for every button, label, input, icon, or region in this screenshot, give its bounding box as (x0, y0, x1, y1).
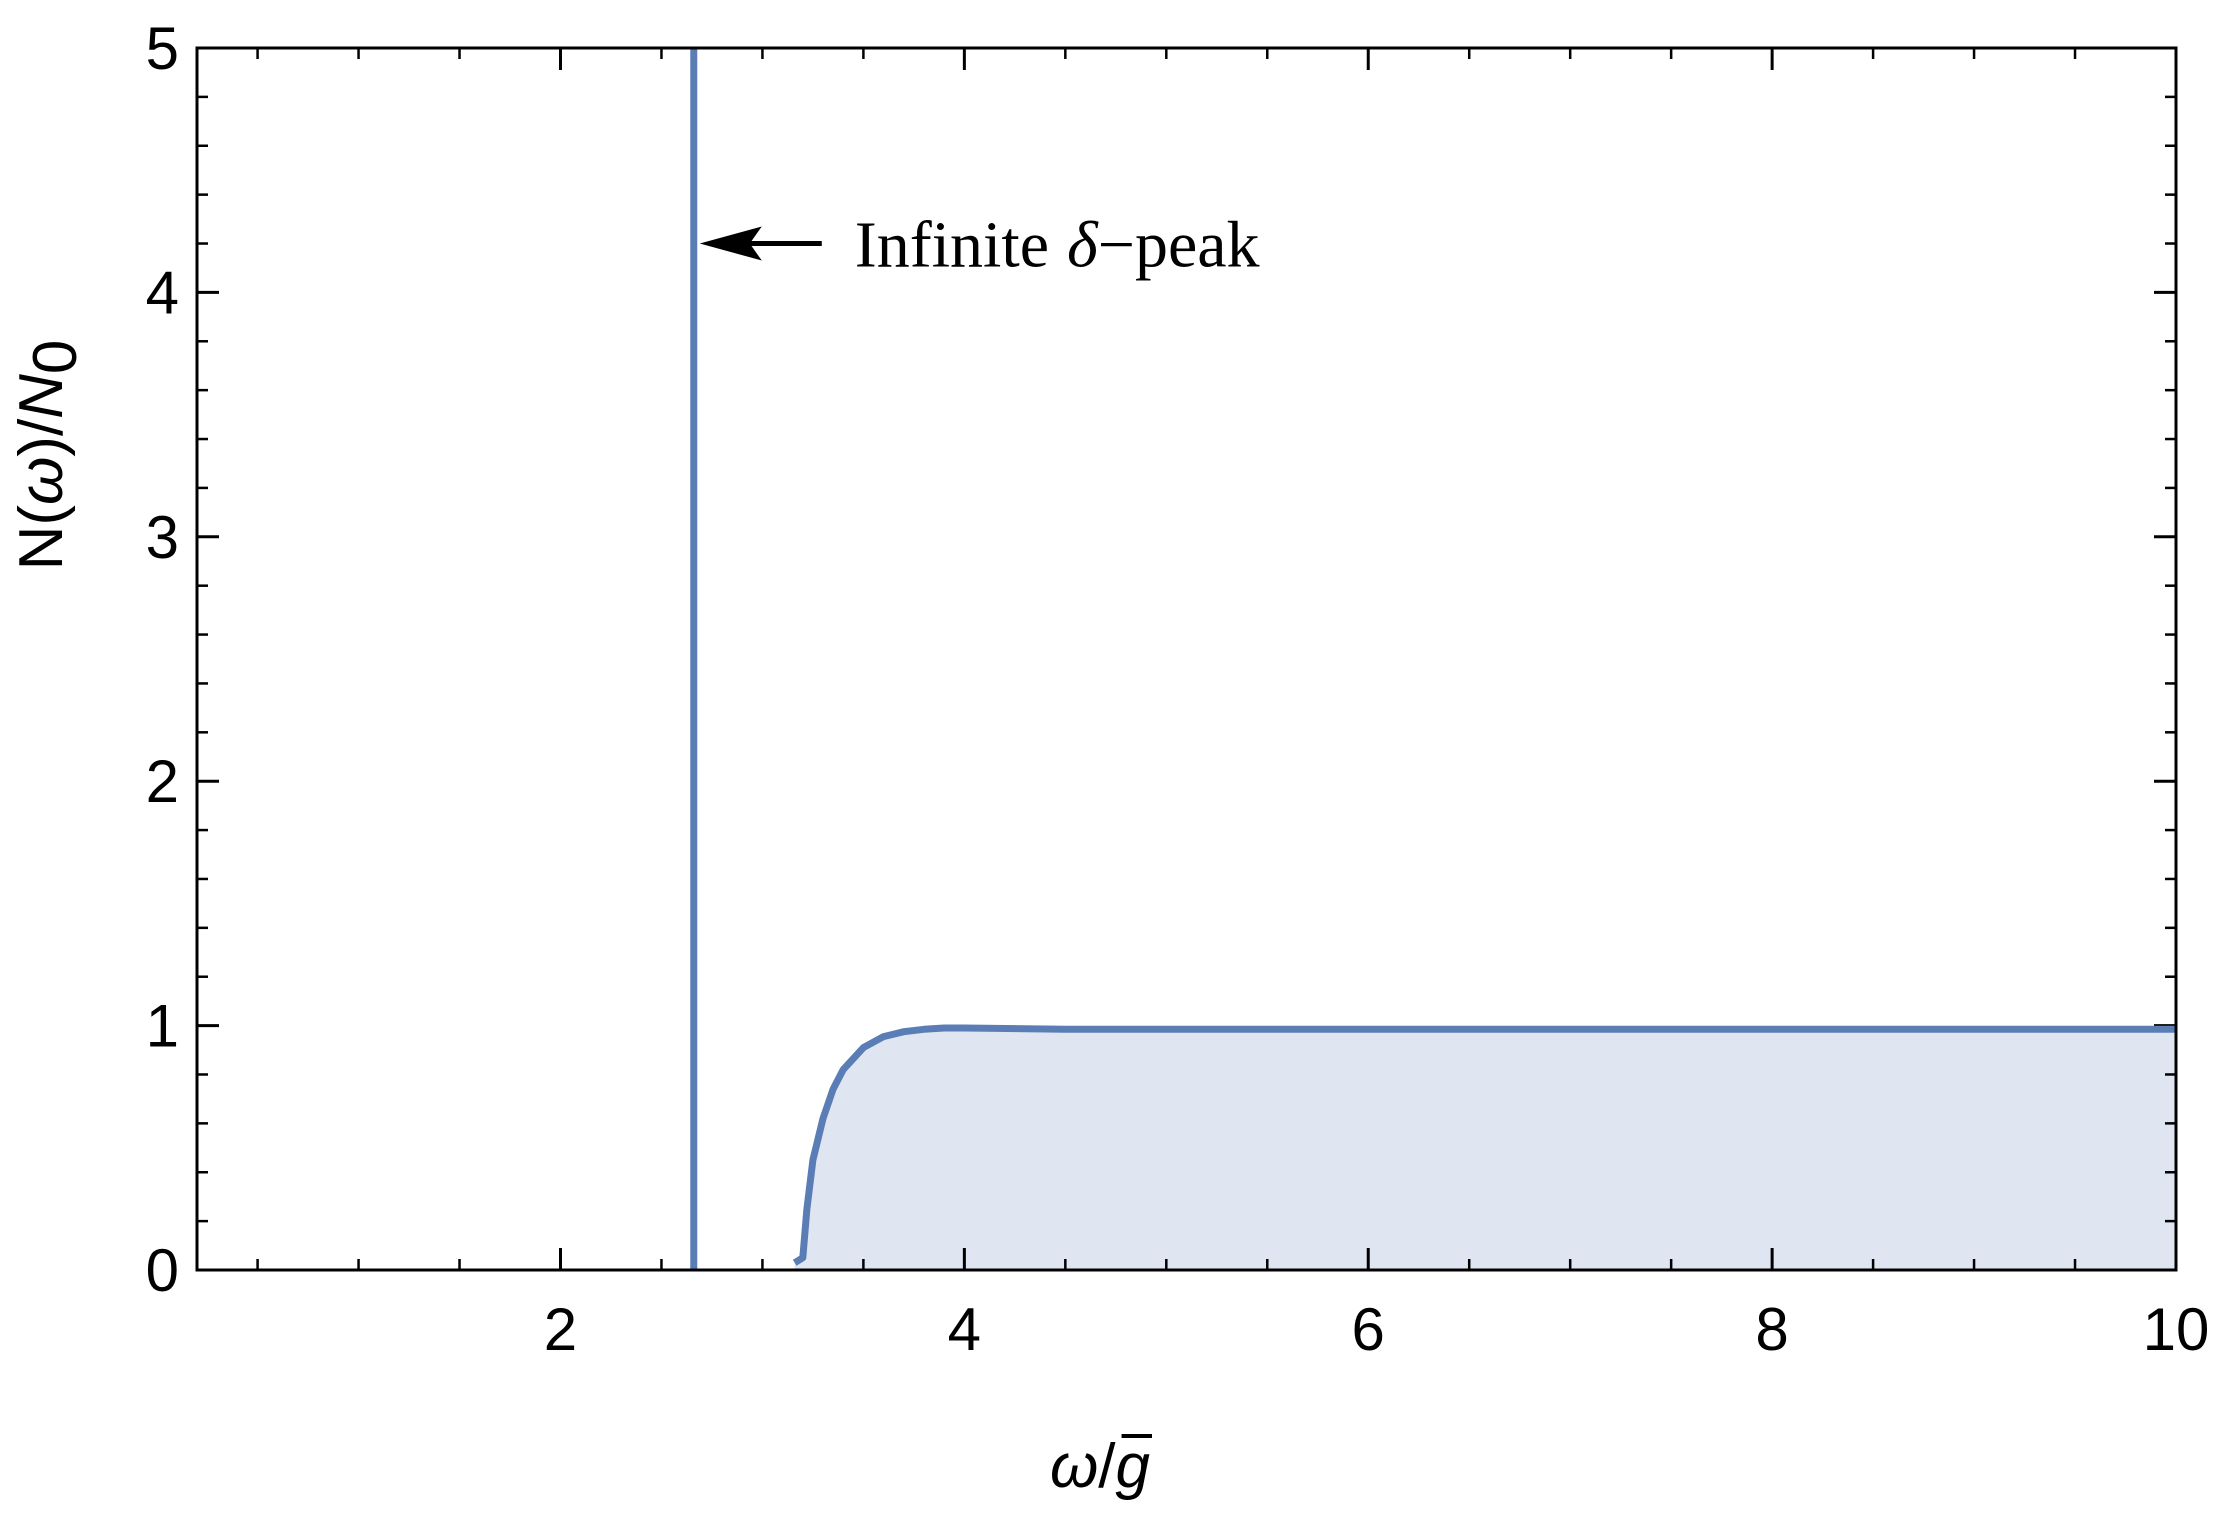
y-tick-label: 4 (146, 259, 179, 326)
y-axis-label: N(ω)/N0 (7, 340, 90, 571)
x-tick-label: 10 (2143, 1296, 2210, 1363)
y-label-mid: )/ (7, 418, 76, 457)
line-layer (690, 48, 2176, 1270)
x-label-g: g (1116, 1432, 1150, 1501)
annotation-suffix: −peak (1098, 209, 1260, 282)
y-label-omega: ω (7, 457, 76, 505)
y-tick-label: 2 (146, 748, 179, 815)
y-tick-label: 3 (146, 504, 179, 571)
x-tick-label: 4 (948, 1296, 981, 1363)
continuum-fill (794, 1028, 2177, 1270)
y-label-n0: N (7, 374, 76, 419)
y-tick-labels: 0 1 2 3 4 5 (146, 15, 179, 1304)
y-label-subscript: 0 (21, 340, 90, 374)
y-tick-label: 0 (146, 1237, 179, 1304)
svg-text:ω/g: ω/g (1050, 1432, 1150, 1501)
plot-frame (195, 46, 2178, 1272)
continuum-line (792, 1024, 2176, 1266)
x-tick-label: 6 (1352, 1296, 1385, 1363)
x-tick-label: 8 (1755, 1296, 1788, 1363)
x-label-omega: ω (1050, 1432, 1098, 1501)
area-layer (794, 1028, 2177, 1270)
annotation-arrowhead (699, 226, 762, 261)
minor-ticks (197, 48, 2176, 1270)
y-label-n: N( (7, 505, 76, 571)
x-tick-label: 2 (544, 1296, 577, 1363)
y-tick-label: 5 (146, 15, 179, 82)
delta-peak-annotation: Infinite δ−peak (699, 209, 1260, 282)
y-tick-label: 1 (146, 993, 179, 1060)
x-label-slash: / (1098, 1432, 1116, 1501)
annotation-delta: δ (1067, 209, 1099, 282)
annotation-text: Infinite δ−peak (855, 209, 1260, 282)
x-tick-labels: 2 4 6 8 10 (544, 1296, 2210, 1363)
svg-text:N(ω)/N0: N(ω)/N0 (7, 340, 90, 571)
x-axis-label: ω/g (1050, 1432, 1153, 1501)
annotation-word: Infinite (855, 209, 1049, 282)
